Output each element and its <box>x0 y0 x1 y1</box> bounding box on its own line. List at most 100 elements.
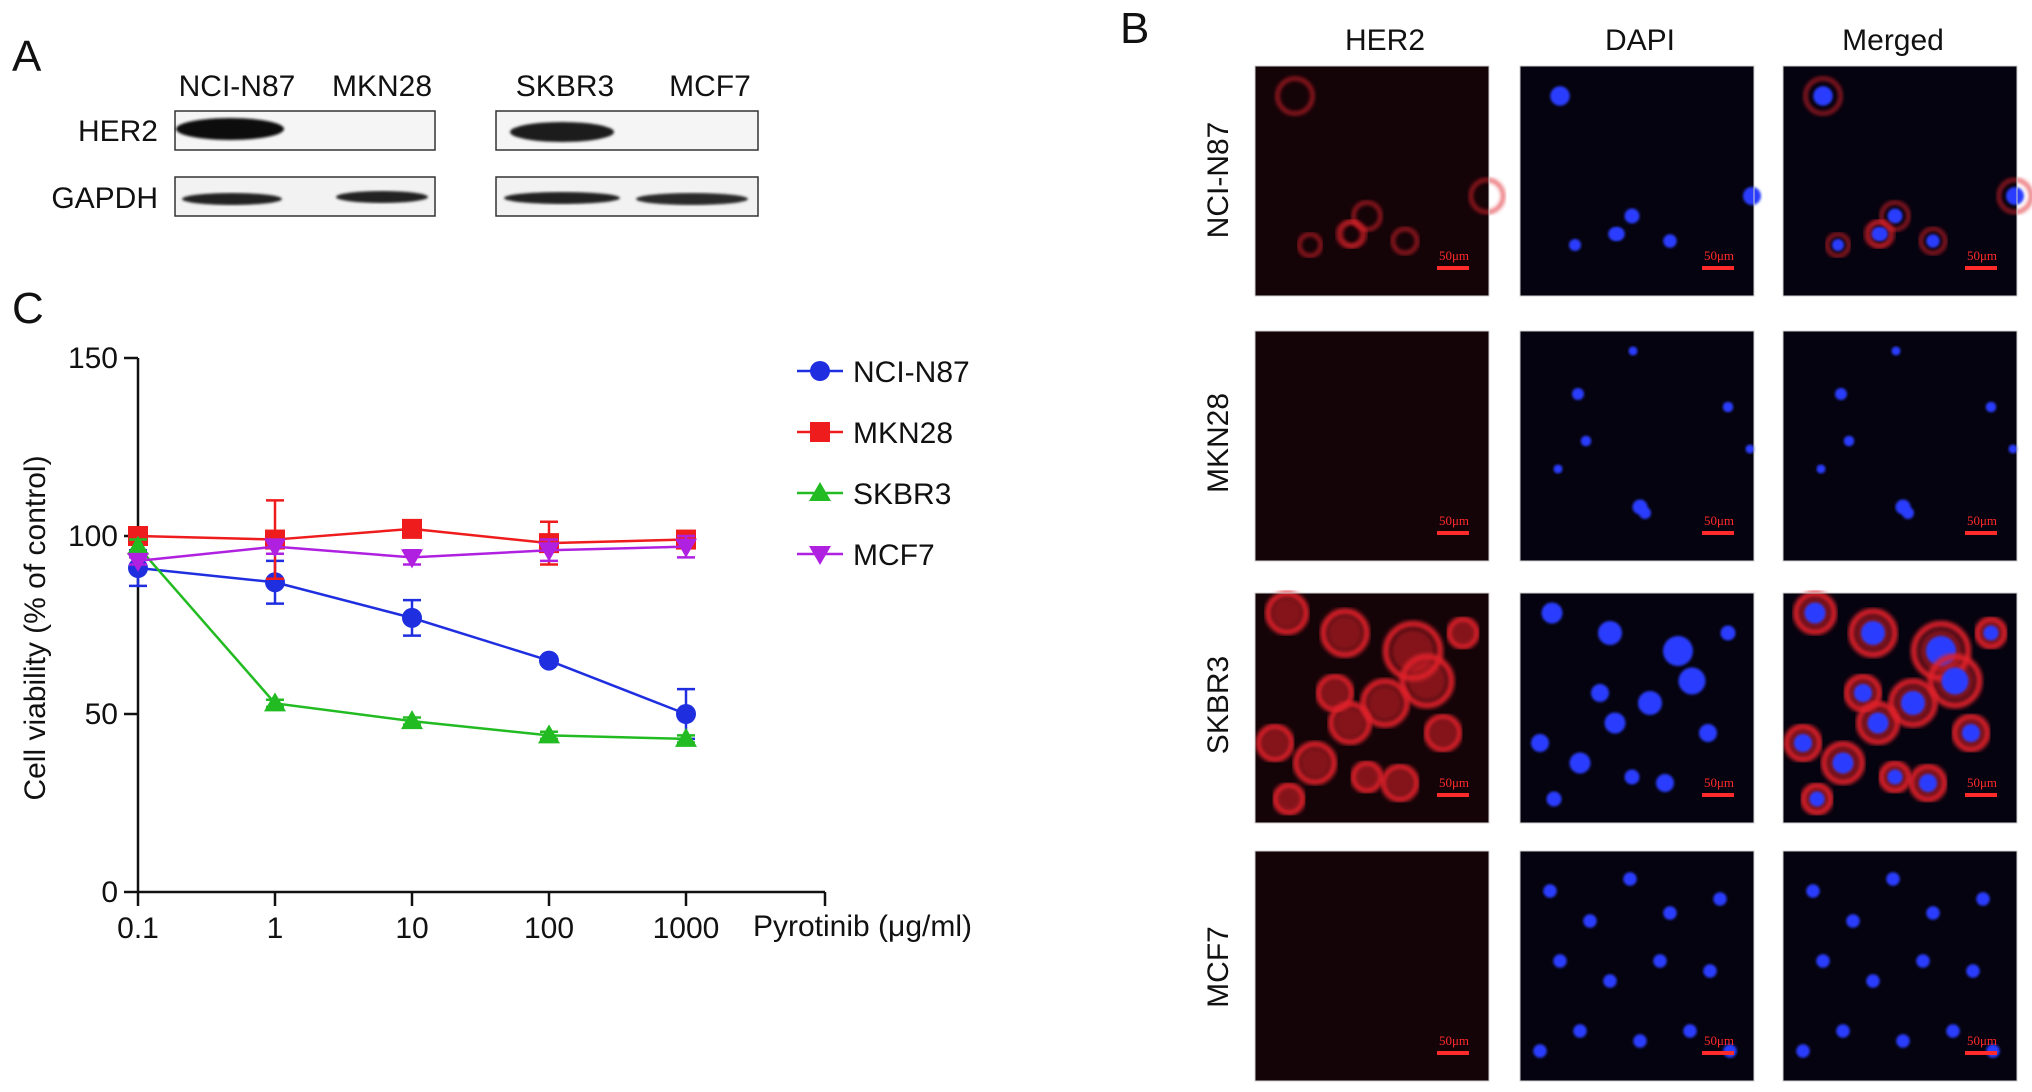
if-tile-border <box>1519 65 1755 297</box>
her2-signal-fill <box>1407 661 1447 701</box>
dapi-nucleus <box>1874 227 1888 241</box>
series-mcf7 <box>127 534 697 572</box>
her2-signal-fill <box>1299 747 1331 779</box>
dapi-nucleus <box>1919 774 1937 792</box>
her2-signal <box>1997 178 2032 214</box>
if-tile-background <box>1255 851 1489 1081</box>
dapi-nucleus <box>1867 712 1889 734</box>
if-tile-border <box>1254 65 1490 297</box>
dapi-nucleus <box>1603 974 1617 988</box>
dapi-nucleus <box>2006 187 2024 205</box>
scale-bar-label: 50μm <box>1704 513 1734 528</box>
y-tick-label: 50 <box>85 698 118 731</box>
legend-label-nci-n87: NCI-N87 <box>853 356 970 389</box>
if-column-label-merged: Merged <box>1842 24 1944 57</box>
her2-signal <box>1843 673 1883 713</box>
panel-c-letter: C <box>12 284 44 333</box>
data-point-nci-n87 <box>402 607 422 628</box>
dapi-nucleus <box>1678 667 1706 695</box>
scale-bar <box>1437 793 1469 797</box>
dapi-nucleus <box>1976 892 1990 906</box>
her2-signal-fill <box>1278 788 1300 810</box>
dapi-nucleus <box>1611 227 1625 241</box>
dapi-nucleus <box>1861 621 1885 645</box>
data-point-skbr3 <box>401 710 423 730</box>
dapi-nucleus <box>1623 872 1637 886</box>
her2-signal-fill <box>1321 679 1349 707</box>
scale-bar-label: 50μm <box>1439 775 1469 790</box>
dapi-nucleus <box>1533 1044 1547 1058</box>
legend-label-mcf7: MCF7 <box>853 539 935 572</box>
wb-band-her2-skbr3 <box>510 122 614 142</box>
her2-signal <box>1297 232 1323 258</box>
legend-item-mkn28: MKN28 <box>797 417 953 450</box>
if-column-label-dapi: DAPI <box>1605 24 1675 57</box>
scale-bar-label: 50μm <box>1967 1033 1997 1048</box>
dapi-nucleus <box>1550 86 1570 106</box>
scale-bar <box>1965 793 1997 797</box>
data-point-nci-n87 <box>539 650 559 671</box>
dapi-nucleus <box>1633 1034 1647 1048</box>
if-tile-border <box>1254 592 1490 824</box>
wb-band-gapdh-nci-n87 <box>182 193 282 205</box>
dapi-nucleus <box>1946 1024 1960 1038</box>
dapi-nucleus <box>1901 691 1925 715</box>
her2-signal <box>1974 616 2008 650</box>
dapi-nucleus <box>1896 1034 1910 1048</box>
her2-signal <box>1800 782 1834 816</box>
dapi-nucleus <box>1722 401 1734 413</box>
scale-bar-label: 50μm <box>1967 513 1997 528</box>
wb-lane-label-mkn28: MKN28 <box>332 70 432 103</box>
legend-item-nci-n87: NCI-N87 <box>797 356 970 389</box>
if-row-label-skbr3: SKBR3 <box>1202 656 1235 754</box>
data-point-mcf7 <box>538 542 560 562</box>
data-point-skbr3 <box>127 535 149 555</box>
dapi-nucleus <box>1926 234 1940 248</box>
legend-item-skbr3: SKBR3 <box>797 478 951 511</box>
data-point-mcf7 <box>401 549 423 569</box>
dapi-nucleus <box>1846 914 1860 928</box>
dapi-nucleus <box>1703 964 1717 978</box>
chart-legend: NCI-N87 MKN28 SKBR3 MCF7 <box>797 356 970 572</box>
dapi-nucleus <box>1720 625 1736 641</box>
y-tick-label: 150 <box>68 342 118 375</box>
scale-bar <box>1437 531 1469 535</box>
if-tile-mkn28-her2: 50μm <box>1254 330 1490 562</box>
scale-bar-label: 50μm <box>1439 1033 1469 1048</box>
dapi-nucleus <box>1891 346 1901 356</box>
immunofluorescence-panel: HER2 DAPI Merged NCI-N87 MKN28 SKBR3 MCF… <box>1202 24 2032 1082</box>
dapi-nucleus <box>1624 208 1640 224</box>
her2-signal <box>1339 220 1367 248</box>
dapi-nucleus <box>1663 906 1677 920</box>
her2-signal <box>1265 591 1309 635</box>
dapi-nucleus <box>1656 774 1674 792</box>
panel-a-letter: A <box>12 32 42 81</box>
wb-lane-label-skbr3: SKBR3 <box>516 70 614 103</box>
her2-signal <box>1803 76 1843 116</box>
if-tile-background <box>1255 331 1489 561</box>
wb-band-gapdh-mkn28 <box>336 191 428 203</box>
if-tile-border <box>1254 850 1490 1082</box>
dapi-nucleus <box>1887 208 1903 224</box>
panel-b-letter: B <box>1120 4 1150 53</box>
her2-signal <box>1888 678 1938 728</box>
dapi-nucleus <box>1573 1024 1587 1038</box>
dapi-nucleus <box>1966 964 1980 978</box>
if-tile-skbr3-her2: 50μm <box>1254 591 1490 824</box>
her2-signal <box>1821 741 1865 785</box>
if-image-grid: 50μm 50μm 50μm 50μm 50μm 50μm 50μm 50μm 50μm 50μm… <box>1254 65 2032 1082</box>
if-tile-border <box>1782 330 2018 562</box>
dapi-nucleus <box>1816 954 1830 968</box>
her2-signal <box>1878 760 1912 794</box>
dapi-nucleus <box>1816 464 1826 474</box>
dapi-nucleus <box>1699 724 1717 742</box>
x-tick-label: 1 <box>267 912 284 945</box>
wb-lane-label-mcf7: MCF7 <box>669 70 751 103</box>
dapi-nucleus <box>1541 602 1563 624</box>
if-tile-border <box>1519 330 1755 562</box>
chart-y-axis-label: Cell viability (% of control) <box>19 455 52 800</box>
if-column-label-her2: HER2 <box>1345 24 1425 57</box>
dapi-nucleus <box>1745 444 1755 454</box>
chart-series <box>127 499 697 747</box>
dapi-nucleus <box>1598 621 1622 645</box>
